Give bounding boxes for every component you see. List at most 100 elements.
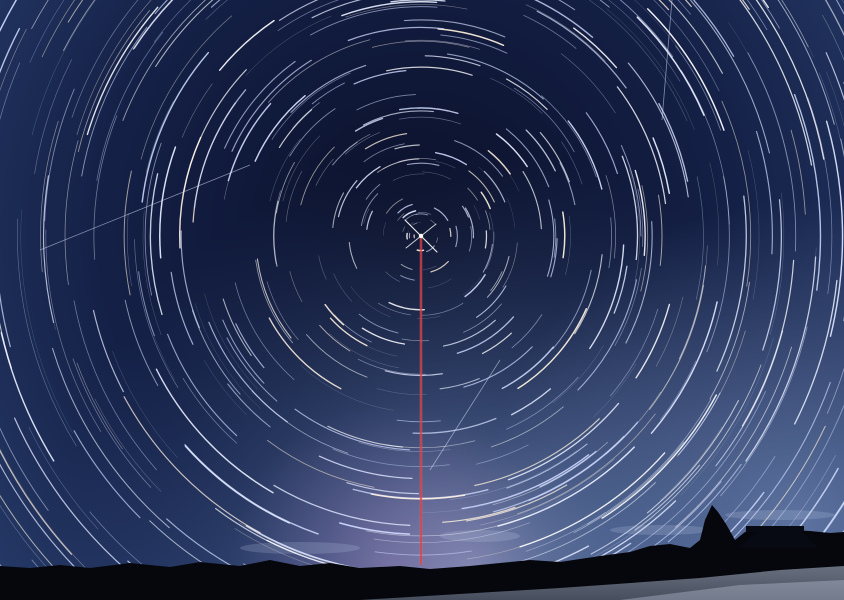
star-trail-arc — [337, 179, 358, 218]
star-trail-arc — [194, 303, 262, 410]
star-trail-arc — [490, 406, 564, 448]
star-trail-arc — [0, 27, 21, 74]
star-trail-arc — [376, 388, 427, 395]
star-trail-arc — [20, 209, 73, 434]
star-trail-arc — [167, 333, 238, 437]
star-trail-arc — [67, 0, 84, 23]
star-trail-arc — [146, 100, 174, 173]
star-trail-arc — [182, 377, 238, 444]
star-trail-arc — [0, 427, 49, 511]
star-trail-arc — [203, 360, 247, 416]
star-trail-arc — [235, 323, 265, 369]
star-trail-arc — [227, 383, 271, 428]
star-trail-arc — [300, 146, 335, 206]
star-trail-arc — [72, 358, 152, 488]
star-trail-arc — [356, 94, 416, 111]
star-trail-arc — [539, 450, 597, 488]
star-trail-arc — [40, 120, 59, 273]
snow-field — [360, 566, 844, 600]
star-trail-arc — [400, 275, 415, 281]
star-trail-arc — [374, 550, 472, 556]
star-trail-arc — [634, 169, 646, 257]
star-trail-arc — [761, 0, 780, 29]
star-trail-arc — [588, 0, 688, 122]
star-trail-arc — [677, 392, 721, 456]
star-trail-arc — [827, 367, 844, 414]
star-trail-arc — [528, 421, 639, 502]
star-trail-arc — [678, 265, 706, 360]
star-trail-arc — [474, 418, 600, 487]
star-trail-arc — [245, 15, 332, 76]
star-trail-arc — [511, 314, 543, 349]
star-trail-arc — [574, 254, 603, 335]
star-trail-arc — [656, 296, 684, 367]
star-trail-arc — [311, 82, 345, 105]
star-trail-arc — [716, 195, 747, 372]
star-trail-arc — [824, 0, 844, 37]
star-trail-arc — [354, 117, 384, 132]
star-trail-arc — [17, 218, 77, 447]
star-trail-arc — [329, 333, 399, 369]
star-trail-arc — [675, 346, 792, 528]
star-trail-arc — [562, 211, 566, 259]
star-trail-arc — [278, 0, 319, 21]
star-trail-arc — [440, 34, 508, 54]
star-trail-arc — [273, 200, 279, 267]
star-trail-arc — [385, 271, 400, 282]
star-trail-arc — [370, 493, 466, 500]
star-trail-arc — [402, 226, 406, 233]
star-trail-arc — [377, 158, 420, 173]
star-trail-arc — [227, 102, 272, 182]
star-trail-arc — [133, 0, 174, 49]
star-trail-arc — [184, 445, 291, 524]
star-trail-arc — [289, 108, 336, 157]
star-trail-arc — [346, 482, 420, 495]
star-trail-arc — [234, 282, 295, 380]
star-trail-arc — [739, 0, 813, 166]
star-trail-arc — [334, 314, 372, 343]
star-trail-arc — [635, 303, 671, 379]
star-trail-arc — [513, 87, 575, 153]
star-trail-arc — [553, 218, 557, 258]
star-trail-arc — [486, 255, 510, 298]
star-trail-arc — [640, 185, 648, 292]
star-trail-arc — [442, 506, 516, 523]
star-trail-arc — [222, 319, 265, 384]
star-trail-arc — [613, 265, 628, 314]
star-trail-arc — [327, 425, 404, 448]
star-trail-arc — [358, 313, 399, 334]
star-trail-arc — [627, 62, 689, 198]
star-trail-arc — [434, 152, 468, 166]
star-trail-arc — [425, 245, 435, 253]
star-trail-arc — [385, 66, 473, 76]
star-trail-arc — [567, 120, 603, 190]
star-trail-arc — [86, 6, 159, 136]
star-trail-arc — [490, 271, 503, 292]
star-trail-arc — [793, 93, 822, 291]
star-trail-arc — [290, 64, 367, 113]
star-trail-arc — [560, 53, 616, 114]
star-trail-arc — [525, 129, 556, 172]
star-trail-arc — [755, 0, 825, 160]
star-trail-arc — [92, 309, 124, 393]
star-trail-arc — [614, 267, 642, 346]
star-trail-arc — [315, 158, 334, 186]
star-trail-arc — [181, 83, 213, 138]
star-trail-arc — [621, 155, 639, 261]
star-trail-arc — [348, 241, 358, 269]
star-trail-arc — [414, 221, 422, 224]
star-trail-arc — [781, 247, 817, 399]
star-trail-arc — [319, 324, 351, 352]
star-trail-arc — [770, 192, 785, 335]
star-trail-arc — [653, 0, 720, 92]
star-trail-arc — [401, 338, 430, 342]
star-trail-arc — [684, 0, 692, 8]
star-trail-arc — [254, 94, 306, 162]
star-trail-arc — [285, 170, 303, 222]
star-trail-arc — [123, 170, 132, 296]
star-trail-arc — [404, 39, 481, 50]
star-trail-arc — [344, 132, 381, 155]
star-trail-arc — [417, 108, 449, 112]
star-trail-arc — [204, 293, 259, 390]
star-trail-arc — [721, 100, 752, 287]
